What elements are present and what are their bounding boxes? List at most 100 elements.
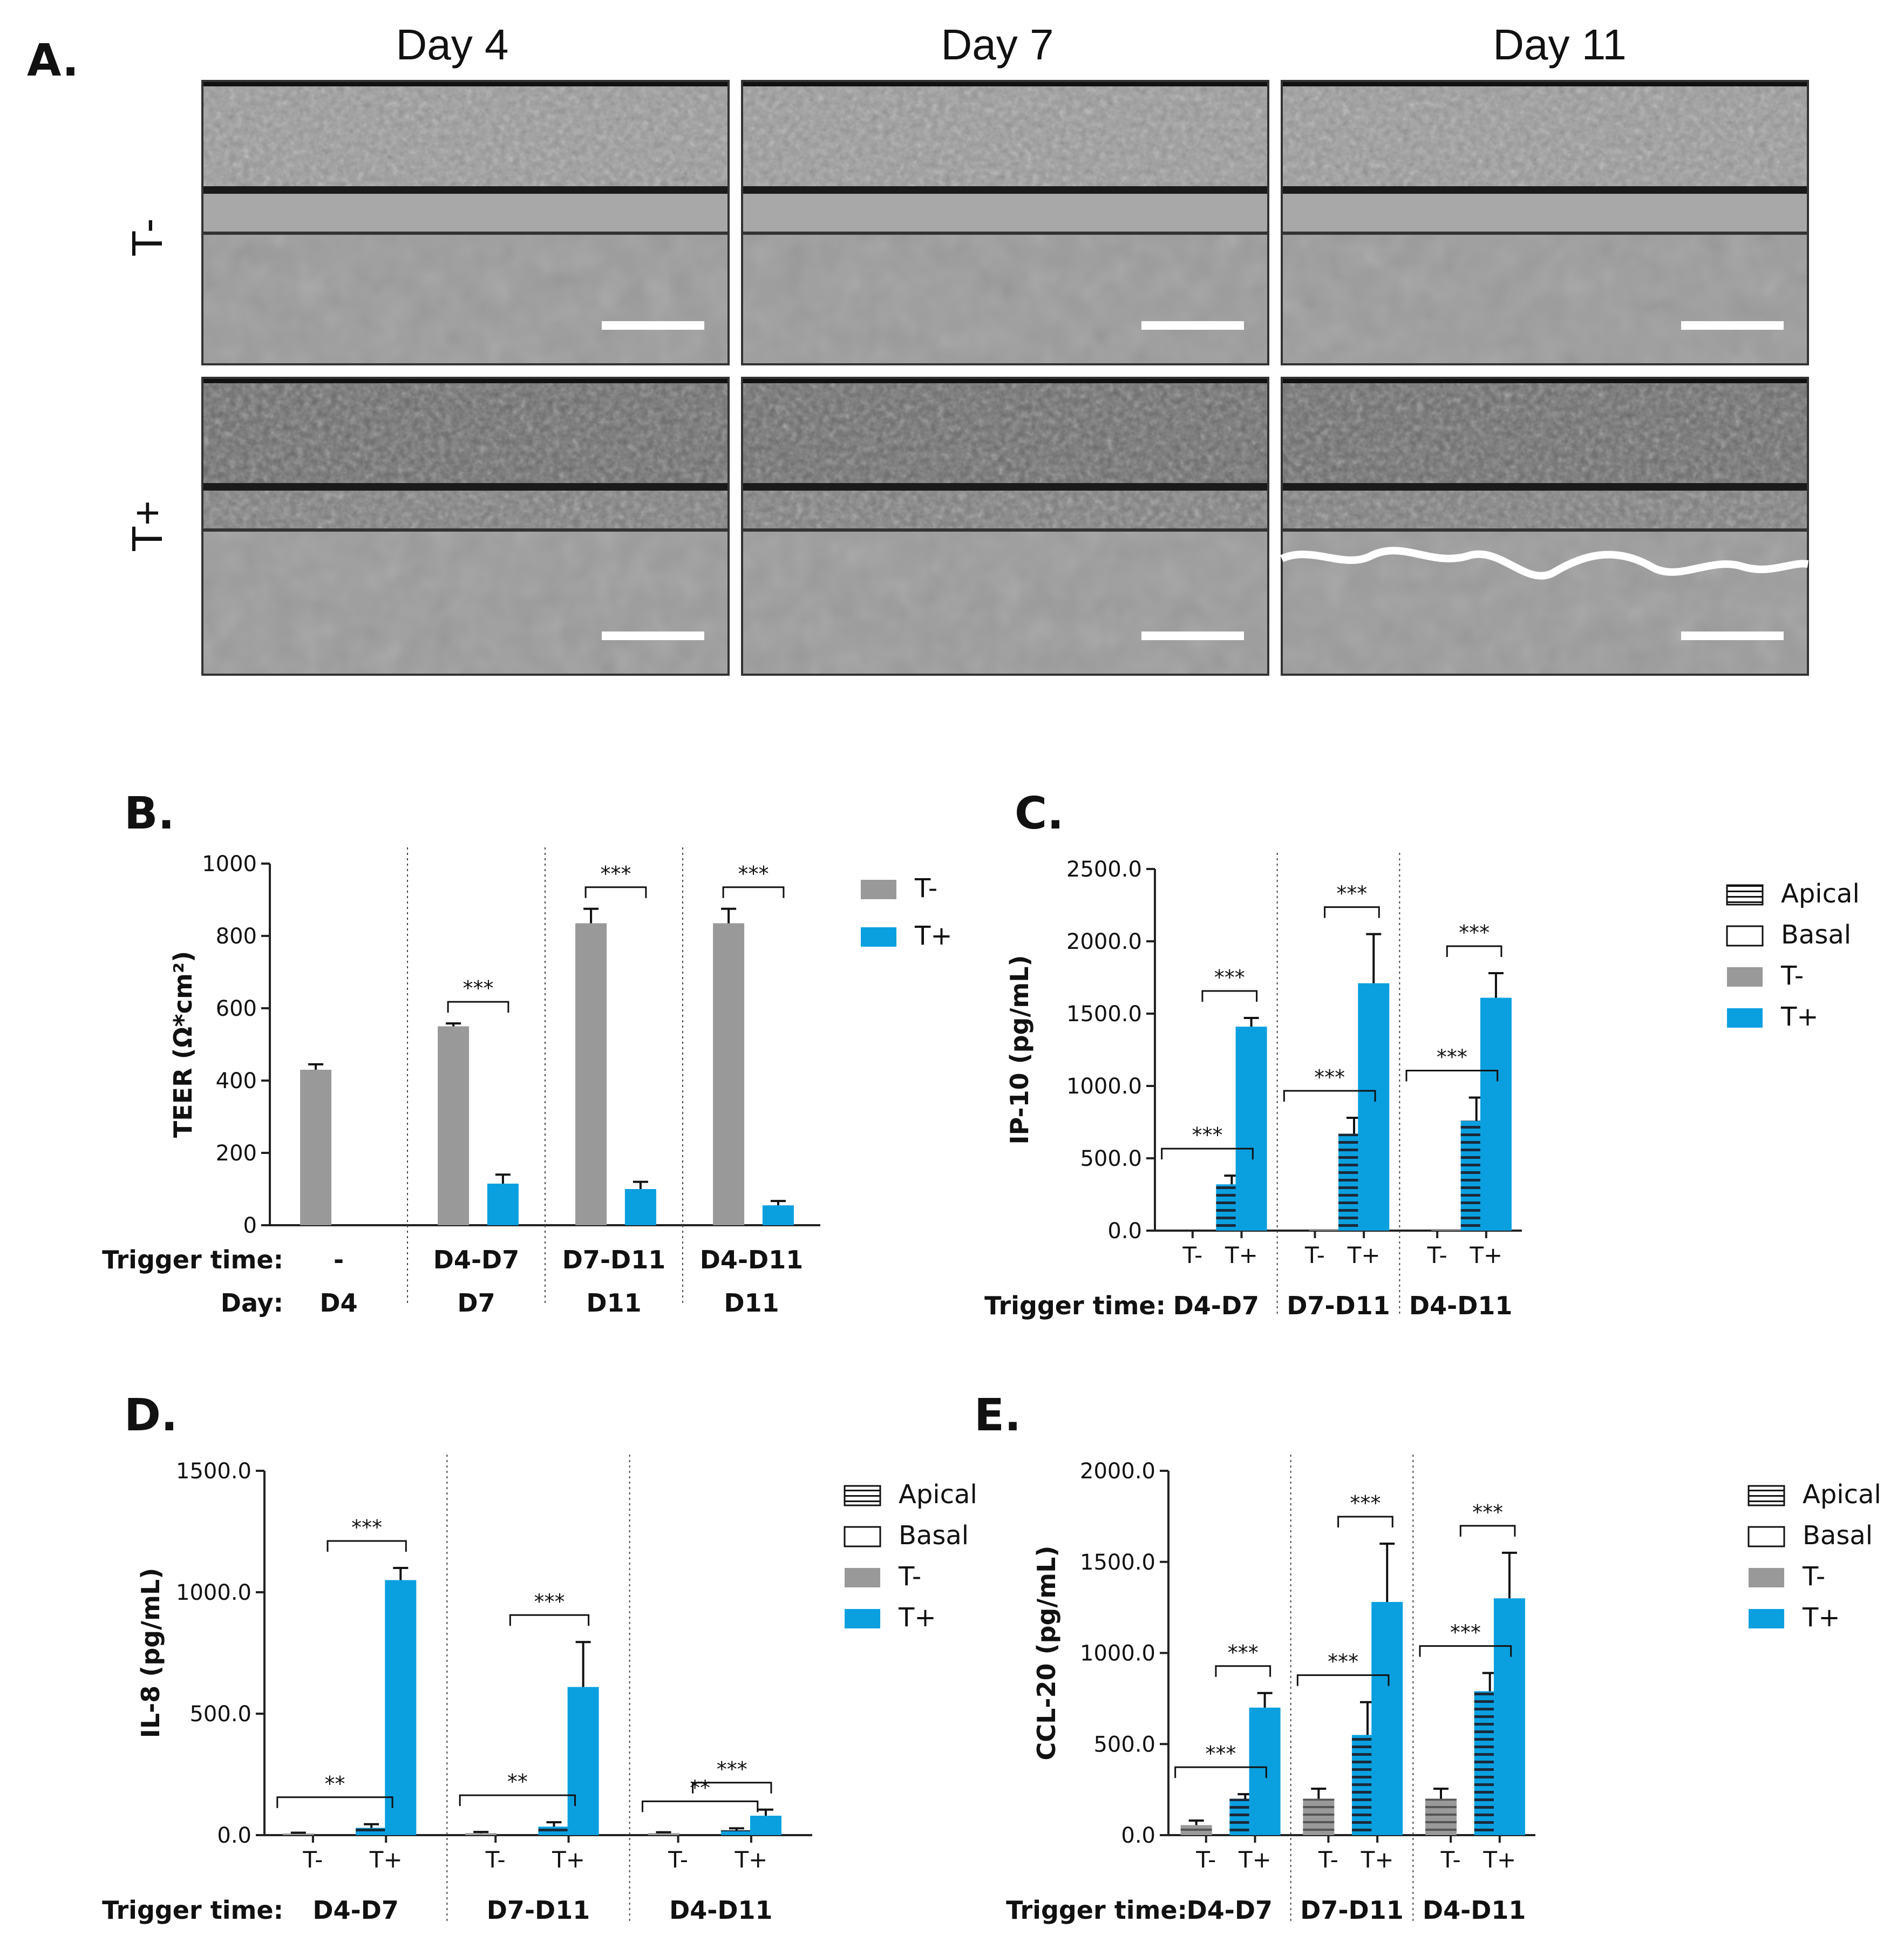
significance-bracket: [1215, 1665, 1271, 1677]
bar-apical-t-plus: [720, 1830, 752, 1835]
micrograph-frame: [201, 80, 730, 365]
significance-label: ***: [534, 1590, 565, 1613]
day-11-heading: Day 11: [1493, 21, 1627, 69]
row-label-t-plus: T+: [123, 500, 171, 552]
chart-c-ip10: C. 0.0 500.0 1000.0 1500.0 2000.0 2500.0 IP-10 …: [984, 788, 1860, 1320]
trigger-time-label: D7-D11: [487, 1896, 590, 1925]
day-label: D7: [457, 1288, 495, 1318]
scale-bar: [1141, 321, 1244, 330]
bar-basal-t-plus: [385, 1580, 417, 1835]
significance-bracket: [1446, 945, 1502, 957]
trigger-time-label: -: [334, 1245, 344, 1274]
trigger-time-row-label: Trigger time:: [102, 1896, 283, 1925]
significance-label: ***: [1437, 1045, 1467, 1069]
y-axis-title: TEER (Ω*cm²): [168, 951, 198, 1138]
micrograph-t-minus-day4: [201, 80, 730, 365]
legend-swatch-apical: [844, 1485, 881, 1506]
significance-label: ***: [1459, 921, 1490, 945]
legend-swatch-t-minusplus: [861, 927, 896, 947]
significance-bracket: [642, 1800, 759, 1812]
tissue-texture: [202, 383, 729, 483]
x-tick-label: T-: [1318, 1846, 1338, 1873]
x-tick-label: T+: [1469, 1242, 1502, 1268]
legend-swatch-t-minusplus: [1727, 1008, 1763, 1028]
day-7-heading: Day 7: [941, 21, 1054, 69]
significance-bracket: [459, 1794, 576, 1807]
x-tick-label: T-: [668, 1846, 688, 1873]
top-edge-line: [742, 81, 1268, 86]
trigger-time-label: D7-D11: [1287, 1291, 1390, 1320]
bar-t-plus: [624, 1189, 656, 1225]
trigger-time-label: D4-D7: [1173, 1291, 1259, 1320]
bar-t-plus: [487, 1183, 519, 1225]
membrane-channel: [742, 194, 1268, 232]
legend-swatch-apical: [1726, 884, 1764, 906]
x-tick-label: T+: [1347, 1242, 1381, 1268]
significance-bracket: [722, 886, 785, 898]
legend-swatch-basal: [1747, 1526, 1785, 1547]
significance-label: **: [325, 1772, 345, 1796]
tissue-texture: [742, 86, 1268, 186]
x-tick-label: T-: [1440, 1846, 1461, 1873]
significance-label: ***: [1206, 1742, 1236, 1766]
significance-label: ***: [717, 1757, 747, 1781]
significance-bracket: [1337, 1516, 1393, 1527]
membrane-texture: [202, 491, 729, 528]
y-tick-label: 0.0: [1121, 1823, 1155, 1848]
y-tick-label: 1000.0: [1066, 1074, 1142, 1099]
micrograph-grid: [201, 80, 1809, 676]
membrane-channel: [1282, 194, 1808, 232]
chart-e-ccl20: E. 0.0 500.0 1000.0 1500.0 2000.0 CCL-20 (pg/m…: [974, 1390, 1881, 1925]
lower-channel-texture: [742, 532, 1268, 675]
legend-label: Apical: [899, 1479, 977, 1510]
membrane-lower-line: [202, 528, 729, 532]
bar-t-minus: [300, 1069, 332, 1225]
significance-bracket: [584, 886, 647, 898]
row-label-t-minus: T-: [123, 218, 171, 256]
x-tick-label: T+: [369, 1846, 403, 1873]
bar-basal-t-plus: [1249, 1707, 1281, 1835]
x-tick-label: T+: [1483, 1846, 1516, 1873]
bar-basal-t-minus: [1431, 1229, 1463, 1231]
x-tick-label: T-: [1182, 1242, 1202, 1268]
significance-bracket: [1161, 1147, 1254, 1160]
legend-swatch-t-minus: [845, 1568, 880, 1587]
significance-bracket: [1201, 990, 1258, 1002]
x-tick-label: T-: [1427, 1242, 1447, 1268]
lower-channel-texture: [202, 235, 729, 364]
membrane-lower-line: [742, 528, 1268, 532]
y-tick-label: 2500.0: [1066, 857, 1142, 882]
micrograph-t-minus-day11: [1281, 80, 1809, 365]
bar-basal-t-plus: [1358, 983, 1390, 1231]
trigger-time-label: D4-D11: [700, 1245, 803, 1274]
y-tick-label: 1000.0: [1080, 1641, 1155, 1666]
significance-bracket: [1296, 1674, 1390, 1686]
y-tick-label: 400: [216, 1069, 257, 1094]
bar-t-minus: [438, 1026, 470, 1225]
legend-swatch-t-minus: [1749, 1568, 1784, 1587]
bar-apical-t-minus: [648, 1833, 679, 1835]
y-tick-label: 500.0: [189, 1702, 251, 1727]
trigger-time-label: D4-D11: [1423, 1896, 1526, 1925]
membrane-line: [1282, 186, 1808, 194]
legend-swatch-t-minusplus: [845, 1609, 880, 1628]
panel-letter: E.: [974, 1390, 1021, 1441]
y-tick-label: 1000: [202, 852, 257, 877]
y-tick-label: 600: [216, 996, 257, 1021]
top-edge-line: [742, 378, 1268, 383]
legend-swatch-t-minus: [1727, 967, 1763, 987]
legend-label: T+: [898, 1603, 936, 1633]
scale-bar: [1141, 632, 1244, 640]
x-tick-label: T-: [302, 1846, 323, 1873]
legend-label: Basal: [1803, 1520, 1873, 1551]
membrane-channel: [202, 194, 729, 232]
top-edge-line: [1282, 378, 1808, 383]
trigger-time-row-label: Trigger time:: [102, 1245, 283, 1274]
bar-basal-t-plus: [1480, 997, 1512, 1231]
x-tick-label: T+: [1361, 1846, 1394, 1873]
bar-t-plus: [762, 1205, 794, 1225]
panel-letter: B.: [124, 788, 175, 839]
significance-bracket: [692, 1782, 772, 1794]
trigger-time-label: D7-D11: [1300, 1896, 1403, 1925]
